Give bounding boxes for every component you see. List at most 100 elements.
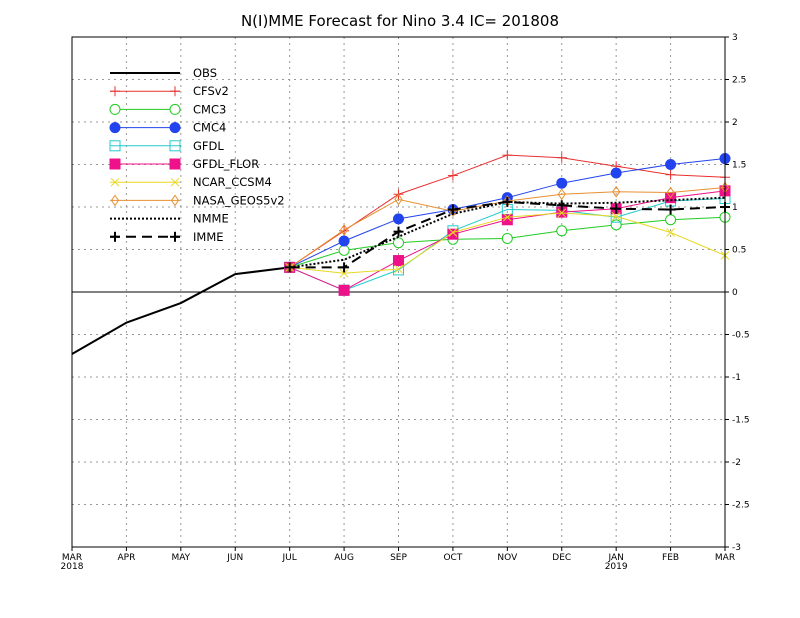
legend-marker xyxy=(169,103,181,115)
data-point-gfdl-flor xyxy=(501,214,513,226)
series-obs xyxy=(71,266,290,355)
data-point-cmc4 xyxy=(610,167,622,179)
axes: MAR APR MAY JUN JUL AUG SEP OCT NOV DEC JAN FEB MAR2… xyxy=(61,33,750,572)
legend-marker xyxy=(170,86,180,97)
data-point-cmc3 xyxy=(338,244,350,256)
y-tick-label: -0.5 xyxy=(732,331,750,341)
data-point-gfdl-flor xyxy=(338,284,350,296)
legend-label: CFSv2 xyxy=(193,84,229,98)
series-nasa-geos5v2 xyxy=(285,181,730,274)
data-point-nasa-geos5v2 xyxy=(394,193,403,206)
data-point-ncar-ccsm4 xyxy=(502,212,512,222)
y-tick-label: -1 xyxy=(732,373,741,383)
legend-entry-cfsv2: CFSv2 xyxy=(110,84,229,98)
legend-marker xyxy=(109,158,121,170)
series-nmme xyxy=(289,196,726,269)
data-point-imme xyxy=(611,203,622,214)
legend-entry-ncar-ccsm4: NCAR_CCSM4 xyxy=(110,175,272,189)
data-point-cfsv2 xyxy=(556,152,567,163)
legend-label: IMME xyxy=(193,230,224,244)
legend-marker xyxy=(110,177,120,187)
series-line-nmme xyxy=(289,196,726,269)
data-point-nasa-geos5v2 xyxy=(339,224,349,236)
legend-label: NASA_GEOS5v2 xyxy=(193,193,285,207)
x-tick-label: AUG xyxy=(334,553,354,563)
legend-entry-gfdl: GFDL xyxy=(109,139,224,153)
data-point-cmc4 xyxy=(393,213,404,225)
y-tick-label: -3 xyxy=(732,543,741,553)
x-tick-label: MAY xyxy=(171,553,190,563)
legend-marker xyxy=(109,140,121,152)
data-point-ncar-ccsm4 xyxy=(611,211,621,221)
data-point-nasa-geos5v2 xyxy=(666,186,675,199)
data-point-gfdl-flor xyxy=(393,255,404,267)
data-point-nasa-geos5v2 xyxy=(612,185,621,198)
legend-entry-cmc4: CMC4 xyxy=(109,121,226,135)
legend-marker xyxy=(110,86,120,97)
series-imme xyxy=(284,196,730,273)
data-point-cmc4 xyxy=(556,177,568,189)
data-point-imme xyxy=(339,262,350,273)
y-tick-label: 2 xyxy=(732,118,738,128)
legend-marker xyxy=(169,140,181,152)
legend-marker xyxy=(169,122,181,134)
data-point-imme xyxy=(502,196,513,207)
data-point-ncar-ccsm4 xyxy=(448,228,458,237)
legend-label: NMME xyxy=(193,212,229,226)
data-point-ncar-ccsm4 xyxy=(339,268,349,278)
data-point-cmc4 xyxy=(665,159,677,170)
x-tick-label: JUN xyxy=(226,553,243,563)
series-line-obs xyxy=(71,266,290,355)
legend-entry-gfdl-flor: GFDL_FLOR xyxy=(109,157,259,171)
legend-label: GFDL_FLOR xyxy=(193,157,259,171)
legend: OBS CFSv2 CMC3 CMC4 GFDL GFDL_FLOR NCAR_CCSM4 N… xyxy=(109,66,285,244)
legend-label: CMC3 xyxy=(193,102,226,116)
legend-label: GFDL xyxy=(193,139,224,153)
plot-frame xyxy=(71,36,726,548)
x-tick-label: APR xyxy=(117,553,135,563)
x-tick-label: MAR xyxy=(715,553,735,563)
x-tick-label: MAR xyxy=(62,553,82,563)
data-point-ncar-ccsm4 xyxy=(394,264,403,274)
x-year-label: 2019 xyxy=(605,562,628,572)
y-tick-label: 0 xyxy=(732,288,738,298)
y-tick-label: -2 xyxy=(732,458,741,468)
legend-label: CMC4 xyxy=(193,121,226,135)
y-tick-label: -1.5 xyxy=(732,416,750,426)
y-tick-label: 1.5 xyxy=(732,161,746,171)
data-point-ncar-ccsm4 xyxy=(557,208,567,218)
series-ncar-ccsm4 xyxy=(285,208,730,278)
legend-entry-imme: IMME xyxy=(110,230,224,244)
y-tick-label: 0.5 xyxy=(732,246,746,256)
data-point-imme xyxy=(556,200,567,211)
data-point-cfsv2 xyxy=(665,169,676,180)
data-point-cmc4 xyxy=(338,235,350,247)
chart-title: N(I)MME Forecast for Nino 3.4 IC= 201808 xyxy=(241,12,559,30)
x-year-label: 2018 xyxy=(61,562,84,572)
legend-entry-cmc3: CMC3 xyxy=(109,102,226,116)
x-tick-label: FEB xyxy=(662,553,679,563)
series-line-gfdl xyxy=(289,198,726,291)
x-tick-label: OCT xyxy=(443,553,462,563)
data-point-cfsv2 xyxy=(502,150,513,161)
legend-entry-obs: OBS xyxy=(110,66,217,80)
data-point-cmc3 xyxy=(556,225,568,237)
legend-marker xyxy=(110,231,120,242)
y-tick-label: 2.5 xyxy=(732,76,746,86)
grid xyxy=(72,37,725,547)
data-point-imme xyxy=(393,226,404,237)
x-tick-label: SEP xyxy=(390,553,407,563)
y-tick-label: -2.5 xyxy=(732,501,750,511)
legend-marker xyxy=(109,103,121,115)
legend-marker xyxy=(170,177,180,187)
series-lines xyxy=(71,150,731,355)
x-tick-label: NOV xyxy=(497,553,518,563)
legend-entry-nmme: NMME xyxy=(110,212,229,226)
data-point-cmc3 xyxy=(501,232,513,244)
data-point-imme xyxy=(447,204,458,215)
y-tick-label: 1 xyxy=(732,203,738,213)
data-point-gfdl-flor xyxy=(447,228,459,240)
legend-entry-nasa-geos5v2: NASA_GEOS5v2 xyxy=(110,193,285,207)
x-tick-label: JUL xyxy=(282,553,297,563)
